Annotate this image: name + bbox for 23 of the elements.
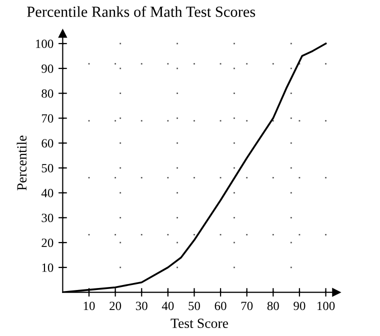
x-tick-label: 100 xyxy=(318,302,335,310)
x-axis-title: Test Score xyxy=(170,318,228,328)
y-tick-label: 10 xyxy=(42,263,54,272)
y-axis-title: Percentile xyxy=(16,136,27,190)
y-tick-label: 20 xyxy=(42,238,54,248)
x-tick-label: 30 xyxy=(136,302,148,310)
x-tick-label: 60 xyxy=(214,302,226,310)
y-tick-label: 40 xyxy=(41,188,54,198)
y-tick-label: 70 xyxy=(42,114,54,123)
x-tick-label: 90 xyxy=(294,302,306,310)
chart-title: Percentile Ranks of Math Test Scores xyxy=(27,6,256,17)
y-tick-label: 60 xyxy=(42,139,54,148)
x-tick-label: 10 xyxy=(84,302,95,310)
y-tick-label: 90 xyxy=(42,64,54,73)
x-tick-label: 40 xyxy=(162,302,174,310)
y-tick-label: 80 xyxy=(42,89,54,98)
y-tick-label: 100 xyxy=(36,40,54,48)
x-tick-label: 70 xyxy=(241,302,253,310)
y-tick-label: 50 xyxy=(42,164,54,172)
x-tick-label: 20 xyxy=(110,302,122,310)
x-tick-label: 50 xyxy=(188,302,200,310)
y-tick-label: 30 xyxy=(42,214,54,222)
x-tick-label: 80 xyxy=(267,302,279,310)
